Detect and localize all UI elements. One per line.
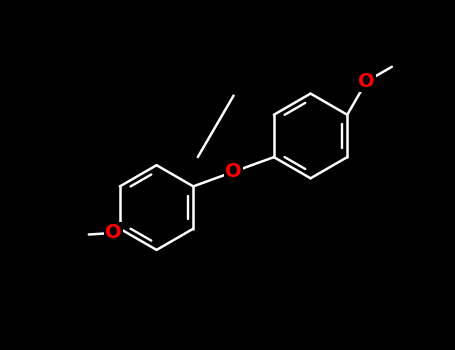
Text: O: O — [358, 72, 375, 91]
Text: O: O — [105, 223, 122, 243]
Text: O: O — [225, 162, 242, 181]
